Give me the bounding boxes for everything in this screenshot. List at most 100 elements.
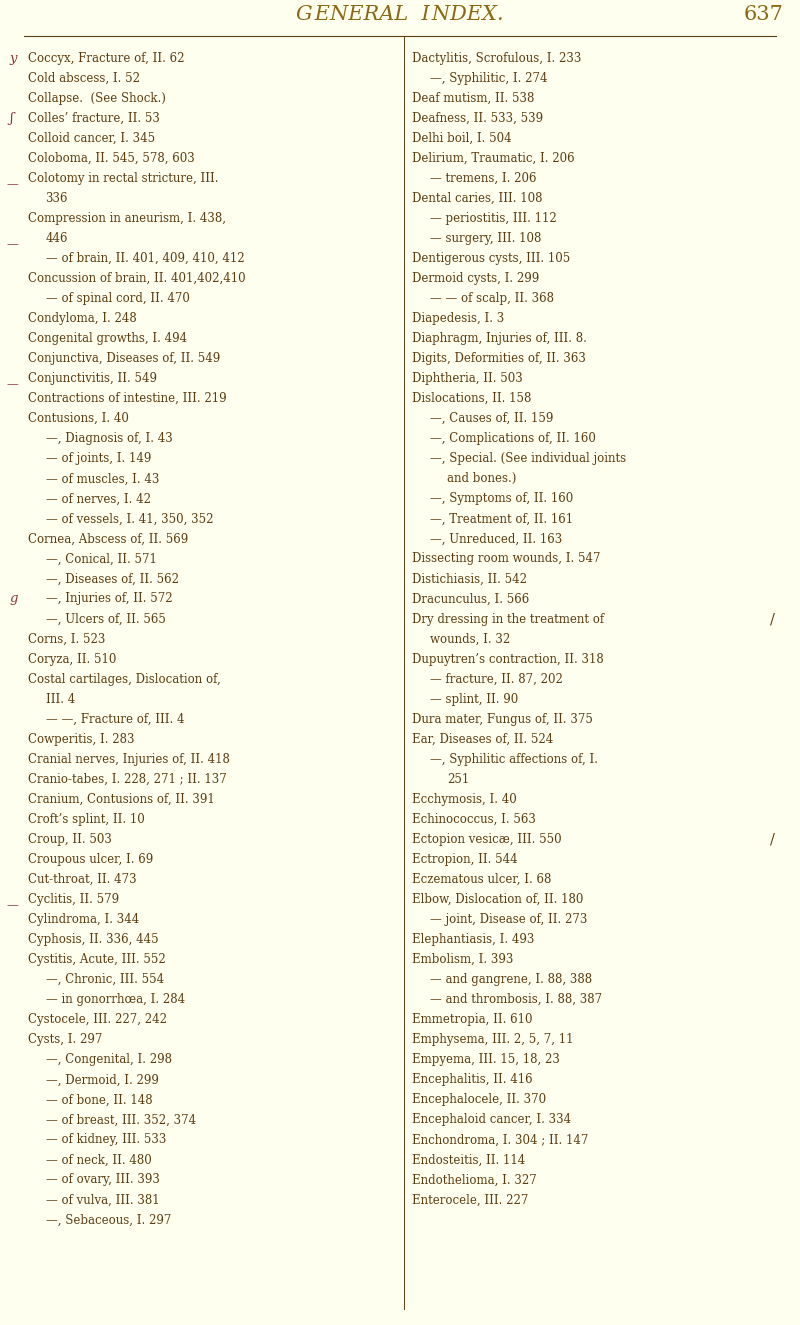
Text: Collapse.  (See Shock.): Collapse. (See Shock.) <box>28 91 166 105</box>
Text: /: / <box>770 833 774 847</box>
Text: g: g <box>10 592 18 606</box>
Text: —, Conical, II. 571: —, Conical, II. 571 <box>46 553 157 566</box>
Text: —, Dermoid, I. 299: —, Dermoid, I. 299 <box>46 1073 158 1086</box>
Text: Corns, I. 523: Corns, I. 523 <box>28 632 106 645</box>
Text: — of ovary, III. 393: — of ovary, III. 393 <box>46 1174 159 1186</box>
Text: — fracture, II. 87, 202: — fracture, II. 87, 202 <box>430 673 562 685</box>
Text: Ear, Diseases of, II. 524: Ear, Diseases of, II. 524 <box>412 733 554 746</box>
Text: Elbow, Dislocation of, II. 180: Elbow, Dislocation of, II. 180 <box>412 893 583 906</box>
Text: — of breast, III. 352, 374: — of breast, III. 352, 374 <box>46 1113 196 1126</box>
Text: Cyclitis, II. 579: Cyclitis, II. 579 <box>28 893 119 906</box>
Text: Cut-throat, II. 473: Cut-throat, II. 473 <box>28 873 137 886</box>
Text: Coloboma, II. 545, 578, 603: Coloboma, II. 545, 578, 603 <box>28 152 194 164</box>
Text: Eczematous ulcer, I. 68: Eczematous ulcer, I. 68 <box>412 873 551 886</box>
Text: III. 4: III. 4 <box>46 693 75 706</box>
Text: G ENERAL  I NDEX.: G ENERAL I NDEX. <box>296 5 504 24</box>
Text: —, Sebaceous, I. 297: —, Sebaceous, I. 297 <box>46 1214 171 1227</box>
Text: — splint, II. 90: — splint, II. 90 <box>430 693 518 706</box>
Text: /: / <box>770 612 774 627</box>
Text: Condyloma, I. 248: Condyloma, I. 248 <box>28 311 137 325</box>
Text: Encephalocele, II. 370: Encephalocele, II. 370 <box>412 1093 546 1106</box>
Text: — of neck, II. 480: — of neck, II. 480 <box>46 1154 151 1166</box>
Text: Cyphosis, II. 336, 445: Cyphosis, II. 336, 445 <box>28 933 158 946</box>
Text: Croft’s splint, II. 10: Croft’s splint, II. 10 <box>28 812 145 825</box>
Text: Dry dressing in the treatment of: Dry dressing in the treatment of <box>412 612 604 625</box>
Text: Dermoid cysts, I. 299: Dermoid cysts, I. 299 <box>412 272 539 285</box>
Text: Cranial nerves, Injuries of, II. 418: Cranial nerves, Injuries of, II. 418 <box>28 753 230 766</box>
Text: y: y <box>10 52 17 65</box>
Text: Diapedesis, I. 3: Diapedesis, I. 3 <box>412 311 504 325</box>
Text: Enterocele, III. 227: Enterocele, III. 227 <box>412 1194 528 1207</box>
Text: Endosteitis, II. 114: Endosteitis, II. 114 <box>412 1154 526 1166</box>
Text: Echinococcus, I. 563: Echinococcus, I. 563 <box>412 812 536 825</box>
Text: —, Symptoms of, II. 160: —, Symptoms of, II. 160 <box>430 493 573 505</box>
Text: —, Diseases of, II. 562: —, Diseases of, II. 562 <box>46 572 178 586</box>
Text: —, Ulcers of, II. 565: —, Ulcers of, II. 565 <box>46 612 166 625</box>
Text: — — of scalp, II. 368: — — of scalp, II. 368 <box>430 292 554 305</box>
Text: 251: 251 <box>447 772 470 786</box>
Text: Deafness, II. 533, 539: Deafness, II. 533, 539 <box>412 111 543 125</box>
Text: Croup, II. 503: Croup, II. 503 <box>28 833 112 845</box>
Text: —, Congenital, I. 298: —, Congenital, I. 298 <box>46 1053 171 1067</box>
Text: —, Diagnosis of, I. 43: —, Diagnosis of, I. 43 <box>46 432 172 445</box>
Text: Conjunctivitis, II. 549: Conjunctivitis, II. 549 <box>28 372 157 386</box>
Text: Diaphragm, Injuries of, III. 8.: Diaphragm, Injuries of, III. 8. <box>412 333 587 344</box>
Text: Colotomy in rectal stricture, III.: Colotomy in rectal stricture, III. <box>28 172 218 184</box>
Text: Concussion of brain, II. 401,402,410: Concussion of brain, II. 401,402,410 <box>28 272 246 285</box>
Text: Cysts, I. 297: Cysts, I. 297 <box>28 1034 102 1047</box>
Text: Dissecting room wounds, I. 547: Dissecting room wounds, I. 547 <box>412 553 601 566</box>
Text: Cystocele, III. 227, 242: Cystocele, III. 227, 242 <box>28 1014 167 1026</box>
Text: Cowperitis, I. 283: Cowperitis, I. 283 <box>28 733 134 746</box>
Text: Enchondroma, I. 304 ; II. 147: Enchondroma, I. 304 ; II. 147 <box>412 1133 588 1146</box>
Text: Cranium, Contusions of, II. 391: Cranium, Contusions of, II. 391 <box>28 792 214 806</box>
Text: — of vessels, I. 41, 350, 352: — of vessels, I. 41, 350, 352 <box>46 513 213 526</box>
Text: — and thrombosis, I. 88, 387: — and thrombosis, I. 88, 387 <box>430 994 602 1006</box>
Text: Dislocations, II. 158: Dislocations, II. 158 <box>412 392 531 405</box>
Text: Distichiasis, II. 542: Distichiasis, II. 542 <box>412 572 527 586</box>
Text: Emphysema, III. 2, 5, 7, 11: Emphysema, III. 2, 5, 7, 11 <box>412 1034 574 1047</box>
Text: — tremens, I. 206: — tremens, I. 206 <box>430 172 536 184</box>
Text: —, Special. (See individual joints: —, Special. (See individual joints <box>430 452 626 465</box>
Text: Coccyx, Fracture of, II. 62: Coccyx, Fracture of, II. 62 <box>28 52 185 65</box>
Text: Cold abscess, I. 52: Cold abscess, I. 52 <box>28 72 140 85</box>
Text: 637: 637 <box>744 5 784 24</box>
Text: Delirium, Traumatic, I. 206: Delirium, Traumatic, I. 206 <box>412 152 574 164</box>
Text: —, Causes of, II. 159: —, Causes of, II. 159 <box>430 412 553 425</box>
Text: Contractions of intestine, III. 219: Contractions of intestine, III. 219 <box>28 392 226 405</box>
Text: — of brain, II. 401, 409, 410, 412: — of brain, II. 401, 409, 410, 412 <box>46 252 244 265</box>
Text: — surgery, III. 108: — surgery, III. 108 <box>430 232 541 245</box>
Text: —: — <box>6 378 18 391</box>
Text: Dura mater, Fungus of, II. 375: Dura mater, Fungus of, II. 375 <box>412 713 593 726</box>
Text: — of joints, I. 149: — of joints, I. 149 <box>46 452 151 465</box>
Text: —, Treatment of, II. 161: —, Treatment of, II. 161 <box>430 513 573 526</box>
Text: Delhi boil, I. 504: Delhi boil, I. 504 <box>412 131 512 144</box>
Text: Colles’ fracture, II. 53: Colles’ fracture, II. 53 <box>28 111 160 125</box>
Text: Cornea, Abscess of, II. 569: Cornea, Abscess of, II. 569 <box>28 533 188 546</box>
Text: — of bone, II. 148: — of bone, II. 148 <box>46 1093 152 1106</box>
Text: Encephalitis, II. 416: Encephalitis, II. 416 <box>412 1073 533 1086</box>
Text: — joint, Disease of, II. 273: — joint, Disease of, II. 273 <box>430 913 587 926</box>
Text: Ectopion vesicæ, III. 550: Ectopion vesicæ, III. 550 <box>412 833 562 845</box>
Text: — and gangrene, I. 88, 388: — and gangrene, I. 88, 388 <box>430 973 592 986</box>
Text: — of spinal cord, II. 470: — of spinal cord, II. 470 <box>46 292 190 305</box>
Text: —, Complications of, II. 160: —, Complications of, II. 160 <box>430 432 595 445</box>
Text: Dentigerous cysts, III. 105: Dentigerous cysts, III. 105 <box>412 252 570 265</box>
Text: Congenital growths, I. 494: Congenital growths, I. 494 <box>28 333 187 344</box>
Text: Dupuytren’s contraction, II. 318: Dupuytren’s contraction, II. 318 <box>412 653 604 665</box>
Text: Costal cartilages, Dislocation of,: Costal cartilages, Dislocation of, <box>28 673 221 685</box>
Text: 336: 336 <box>46 192 68 205</box>
Text: —, Syphilitic affections of, I.: —, Syphilitic affections of, I. <box>430 753 598 766</box>
Text: Coryza, II. 510: Coryza, II. 510 <box>28 653 116 665</box>
Text: Digits, Deformities of, II. 363: Digits, Deformities of, II. 363 <box>412 352 586 366</box>
Text: Deaf mutism, II. 538: Deaf mutism, II. 538 <box>412 91 534 105</box>
Text: Cranio-tabes, I. 228, 271 ; II. 137: Cranio-tabes, I. 228, 271 ; II. 137 <box>28 772 226 786</box>
Text: Ectropion, II. 544: Ectropion, II. 544 <box>412 853 518 867</box>
Text: Empyema, III. 15, 18, 23: Empyema, III. 15, 18, 23 <box>412 1053 560 1067</box>
Text: —, Syphilitic, I. 274: —, Syphilitic, I. 274 <box>430 72 547 85</box>
Text: and bones.): and bones.) <box>447 472 517 485</box>
Text: Conjunctiva, Diseases of, II. 549: Conjunctiva, Diseases of, II. 549 <box>28 352 220 366</box>
Text: Endothelioma, I. 327: Endothelioma, I. 327 <box>412 1174 537 1186</box>
Text: — of muscles, I. 43: — of muscles, I. 43 <box>46 472 159 485</box>
Text: —: — <box>6 898 18 912</box>
Text: Croupous ulcer, I. 69: Croupous ulcer, I. 69 <box>28 853 154 867</box>
